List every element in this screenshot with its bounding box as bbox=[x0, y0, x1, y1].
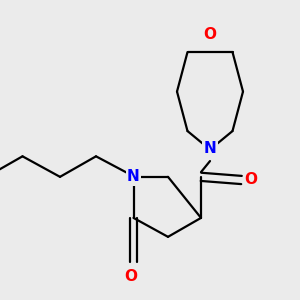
Text: O: O bbox=[244, 172, 257, 188]
Text: O: O bbox=[203, 27, 217, 42]
Text: N: N bbox=[127, 169, 140, 184]
Text: O: O bbox=[124, 269, 137, 284]
Text: N: N bbox=[204, 141, 216, 156]
